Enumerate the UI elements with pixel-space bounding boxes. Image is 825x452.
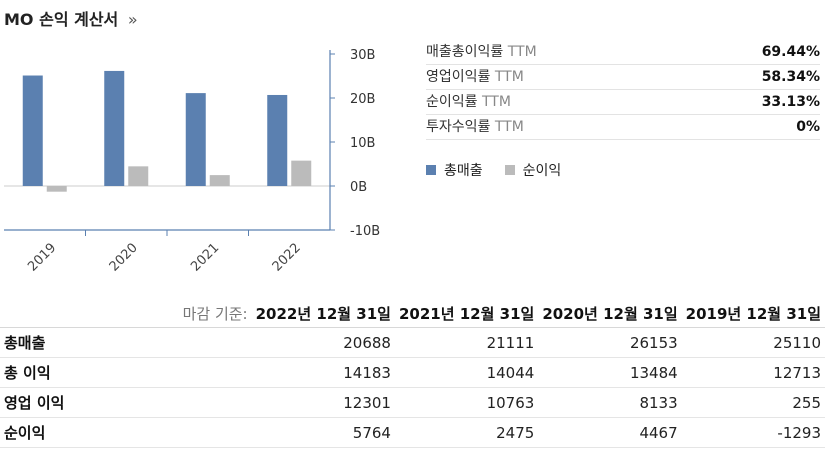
income-statement-table: 마감 기준: 2022년 12월 31일 2021년 12월 31일 2020년… bbox=[0, 300, 825, 448]
cell-value: 255 bbox=[681, 387, 825, 418]
header-label: 마감 기준: bbox=[0, 300, 252, 328]
bar-net-income bbox=[209, 175, 230, 186]
cell-value: 5764 bbox=[251, 417, 395, 448]
ratio-label: 투자수익률 bbox=[426, 119, 491, 135]
cell-value: 25110 bbox=[681, 327, 825, 358]
x-tick-label: 2019 bbox=[25, 241, 59, 275]
ratio-label: 순이익률 bbox=[426, 94, 478, 110]
bar-net-income bbox=[291, 160, 312, 186]
ratio-suffix: TTM bbox=[494, 119, 524, 135]
ratio-label: 매출총이익률 bbox=[426, 44, 504, 60]
more-arrow-icon[interactable]: » bbox=[127, 10, 138, 29]
ratio-suffix: TTM bbox=[481, 94, 511, 110]
column-header: 2020년 12월 31일 bbox=[538, 300, 682, 328]
y-tick-label: 30B bbox=[350, 48, 375, 63]
ratio-row-gross-margin: 매출총이익률 TTM 69.44% bbox=[426, 40, 820, 65]
bar-revenue bbox=[104, 70, 125, 186]
bar-net-income bbox=[46, 186, 67, 192]
x-tick-label: 2021 bbox=[188, 241, 222, 275]
ratio-value: 33.13% bbox=[761, 94, 820, 110]
legend-swatch-revenue bbox=[426, 165, 436, 175]
column-header: 2019년 12월 31일 bbox=[681, 300, 825, 328]
bar-revenue bbox=[22, 75, 43, 186]
title-text: 손익 계산서 bbox=[39, 10, 119, 29]
cell-value: 2475 bbox=[394, 417, 539, 448]
income-chart: 30B 20B 10B 0B -10B 2019 2020 2021 2022 bbox=[4, 48, 380, 275]
cell-value: 26153 bbox=[538, 327, 682, 358]
legend-item-net-income[interactable]: 순이익 bbox=[504, 160, 562, 180]
column-header: 2022년 12월 31일 bbox=[251, 300, 395, 328]
legend-label: 순이익 bbox=[522, 163, 562, 179]
legend-swatch-net-income bbox=[504, 165, 515, 175]
ratio-value: 0% bbox=[796, 119, 820, 135]
cell-value: 13484 bbox=[538, 357, 682, 388]
ratio-row-roi: 투자수익률 TTM 0% bbox=[426, 115, 820, 140]
bar-net-income bbox=[128, 166, 149, 186]
row-name: 순이익 bbox=[0, 417, 252, 448]
bar-revenue bbox=[185, 93, 206, 186]
cell-value: 8133 bbox=[538, 387, 682, 418]
ratio-suffix: TTM bbox=[507, 44, 537, 60]
legend-label: 총매출 bbox=[444, 163, 483, 179]
table-header-row: 마감 기준: 2022년 12월 31일 2021년 12월 31일 2020년… bbox=[0, 300, 825, 328]
y-tick-label: 20B bbox=[350, 92, 375, 107]
ratios-list: 매출총이익률 TTM 69.44% 영업이익률 TTM 58.34% 순이익률 … bbox=[426, 40, 820, 140]
cell-value: -1293 bbox=[681, 417, 825, 448]
row-name: 영업 이익 bbox=[0, 387, 252, 418]
table-row: 총매출 20688 21111 26153 25110 bbox=[0, 327, 825, 358]
table-row: 총 이익 14183 14044 13484 12713 bbox=[0, 357, 825, 388]
table-row: 순이익 5764 2475 4467 -1293 bbox=[0, 417, 825, 448]
y-tick-label: -10B bbox=[350, 224, 380, 239]
row-name: 총매출 bbox=[0, 327, 252, 358]
cell-value: 4467 bbox=[538, 417, 682, 448]
cell-value: 20688 bbox=[251, 327, 395, 358]
ratio-value: 58.34% bbox=[761, 69, 820, 85]
x-tick-label: 2020 bbox=[107, 241, 141, 275]
cell-value: 21111 bbox=[394, 327, 539, 358]
ratio-row-net-margin: 순이익률 TTM 33.13% bbox=[426, 90, 820, 115]
bar-revenue bbox=[267, 94, 288, 186]
y-tick-label: 10B bbox=[350, 136, 375, 151]
chart-legend: 총매출 순이익 bbox=[426, 160, 561, 180]
ratio-row-operating-margin: 영업이익률 TTM 58.34% bbox=[426, 65, 820, 90]
cell-value: 12301 bbox=[251, 387, 395, 418]
y-tick-label: 0B bbox=[350, 180, 367, 195]
ratio-suffix: TTM bbox=[494, 69, 524, 85]
page-title[interactable]: MO 손익 계산서 » bbox=[4, 6, 138, 30]
x-tick-label: 2022 bbox=[270, 241, 304, 275]
column-header: 2021년 12월 31일 bbox=[394, 300, 539, 328]
row-name: 총 이익 bbox=[0, 357, 252, 388]
cell-value: 10763 bbox=[394, 387, 539, 418]
ratio-label: 영업이익률 bbox=[426, 69, 491, 85]
ticker: MO bbox=[4, 10, 34, 29]
ratio-value: 69.44% bbox=[761, 44, 820, 60]
table-row: 영업 이익 12301 10763 8133 255 bbox=[0, 387, 825, 418]
legend-item-revenue[interactable]: 총매출 bbox=[426, 160, 483, 180]
cell-value: 14044 bbox=[394, 357, 539, 388]
cell-value: 12713 bbox=[681, 357, 825, 388]
cell-value: 14183 bbox=[251, 357, 395, 388]
